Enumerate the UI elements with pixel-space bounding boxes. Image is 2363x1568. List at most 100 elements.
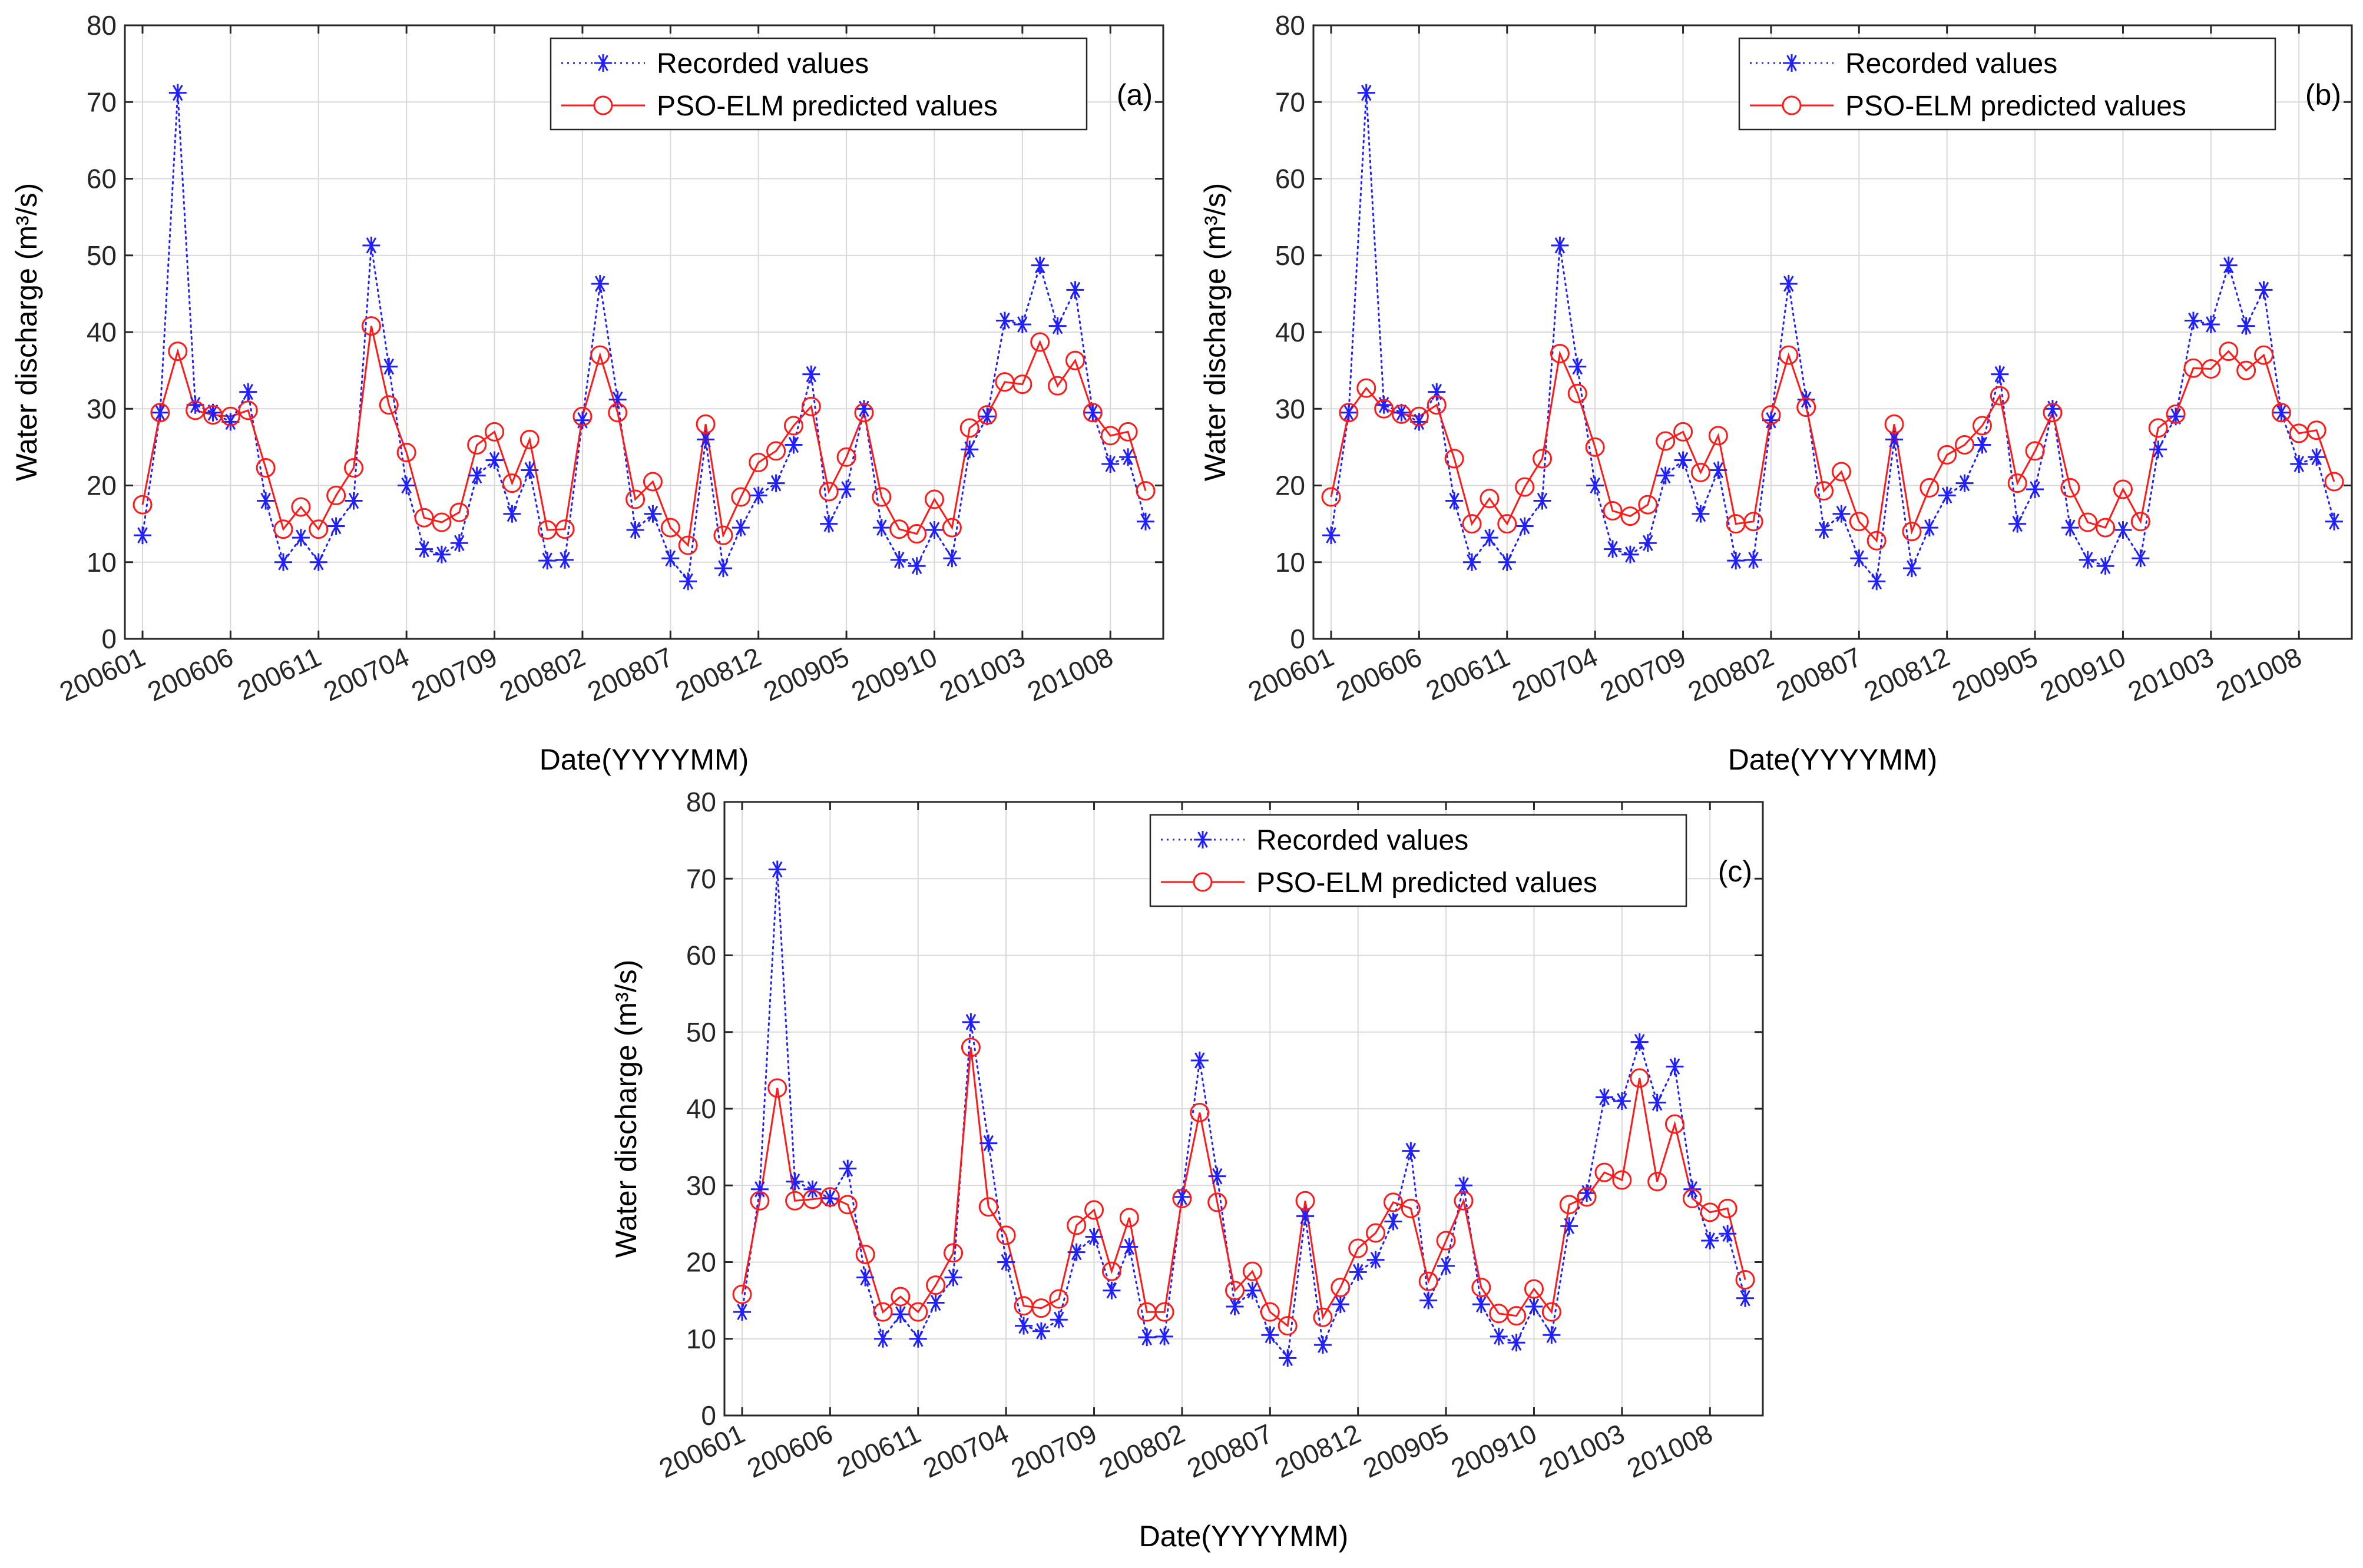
predicted-point bbox=[1031, 1298, 1051, 1318]
recorded-point bbox=[345, 492, 363, 510]
predicted-point bbox=[379, 395, 399, 415]
recorded-point bbox=[786, 1172, 804, 1191]
recorded-point bbox=[2008, 515, 2027, 533]
predicted-point bbox=[344, 458, 364, 478]
recorded-point bbox=[292, 529, 310, 547]
recorded-point bbox=[767, 474, 785, 492]
x-tick-label: 201003 bbox=[1534, 1418, 1629, 1484]
recorded-point bbox=[943, 549, 961, 568]
recorded-point bbox=[2202, 315, 2220, 333]
y-tick-label: 40 bbox=[1275, 317, 1305, 347]
y-tick-label: 70 bbox=[1275, 87, 1305, 117]
recorded-point bbox=[1066, 281, 1084, 299]
predicted-point bbox=[1990, 386, 2010, 406]
recorded-point bbox=[733, 1303, 751, 1321]
predicted-point bbox=[2306, 420, 2326, 440]
predicted-point bbox=[961, 1037, 981, 1058]
recorded-point bbox=[2325, 512, 2343, 531]
recorded-point bbox=[1543, 1326, 1561, 1344]
y-tick-label: 60 bbox=[87, 164, 117, 194]
x-tick-label: 200709 bbox=[1007, 1418, 1101, 1484]
predicted-point bbox=[1049, 1289, 1069, 1309]
recorded-point bbox=[1938, 486, 1956, 505]
predicted-point bbox=[959, 418, 979, 438]
recorded-point bbox=[398, 476, 416, 495]
x-tick-label: 200704 bbox=[1507, 641, 1602, 707]
predicted-point bbox=[1313, 1307, 1333, 1327]
recorded-point bbox=[2308, 448, 2326, 466]
predicted-point bbox=[608, 403, 628, 423]
recorded-point bbox=[1463, 553, 1481, 571]
y-tick-label: 70 bbox=[87, 87, 117, 117]
recorded-point bbox=[1366, 1251, 1385, 1269]
y-tick-label: 50 bbox=[1275, 240, 1305, 271]
predicted-point bbox=[836, 447, 856, 467]
legend-predicted-marker bbox=[1782, 95, 1802, 115]
x-tick-label: 200905 bbox=[759, 641, 853, 707]
recorded-point bbox=[944, 1268, 962, 1287]
predicted-point bbox=[590, 345, 610, 365]
recorded-point bbox=[856, 1268, 875, 1287]
x-tick-label: 200812 bbox=[1270, 1418, 1365, 1484]
recorded-point bbox=[2255, 281, 2273, 299]
recorded-point bbox=[1973, 436, 1991, 454]
predicted-point bbox=[838, 1195, 858, 1215]
predicted-point bbox=[1585, 437, 1605, 457]
legend-box bbox=[1149, 814, 1687, 907]
recorded-point bbox=[803, 1180, 822, 1198]
predicted-point bbox=[944, 1243, 964, 1263]
predicted-point bbox=[907, 524, 927, 544]
predicted-point bbox=[996, 1225, 1016, 1245]
predicted-point bbox=[1955, 435, 1975, 455]
recorded-point bbox=[979, 1134, 998, 1152]
recorded-point bbox=[239, 383, 257, 401]
recorded-point bbox=[1156, 1327, 1174, 1345]
predicted-point bbox=[2166, 404, 2186, 424]
legend: Recorded values PSO-ELM predicted values bbox=[550, 37, 1088, 131]
predicted-point bbox=[1567, 383, 1587, 403]
recorded-point bbox=[909, 1330, 927, 1348]
recorded-point bbox=[925, 521, 944, 539]
predicted-point bbox=[1321, 487, 1341, 507]
recorded-point bbox=[1015, 1317, 1033, 1335]
recorded-point bbox=[1084, 403, 1102, 422]
recorded-point bbox=[1032, 1322, 1050, 1340]
recorded-point bbox=[1322, 526, 1340, 545]
predicted-point bbox=[1454, 1191, 1474, 1211]
predicted-point bbox=[750, 1191, 770, 1211]
recorded-point bbox=[1031, 256, 1049, 274]
x-tick-label: 200704 bbox=[319, 641, 413, 707]
legend-predicted-label: PSO-ELM predicted values bbox=[1845, 91, 2186, 122]
recorded-point bbox=[1261, 1326, 1279, 1344]
x-tick-label: 200611 bbox=[233, 641, 326, 707]
predicted-point bbox=[2236, 360, 2256, 380]
x-tick-label: 200812 bbox=[1859, 641, 1954, 707]
predicted-point bbox=[1849, 512, 1869, 532]
x-tick-label: 201003 bbox=[2123, 641, 2218, 707]
recorded-point bbox=[1630, 1033, 1649, 1051]
predicted-point bbox=[1083, 403, 1103, 423]
predicted-point bbox=[1708, 426, 1728, 446]
predicted-series-line bbox=[1330, 350, 2335, 543]
recorded-point bbox=[2026, 480, 2044, 499]
predicted-point bbox=[713, 525, 733, 545]
recorded-point bbox=[750, 1180, 769, 1198]
y-tick-label: 80 bbox=[686, 787, 716, 817]
predicted-point bbox=[1682, 1188, 1702, 1208]
recorded-point bbox=[1331, 1295, 1349, 1314]
recorded-point bbox=[962, 1013, 980, 1031]
y-tick-label: 20 bbox=[686, 1247, 716, 1278]
predicted-point bbox=[1154, 1302, 1174, 1322]
predicted-point bbox=[2096, 518, 2116, 538]
predicted-point bbox=[238, 400, 258, 420]
recorded-point bbox=[257, 492, 275, 510]
predicted-point bbox=[891, 1287, 911, 1307]
x-tick-label: 200802 bbox=[495, 641, 590, 707]
recorded-point bbox=[2149, 440, 2167, 459]
recorded-point bbox=[1339, 403, 1358, 422]
predicted-point bbox=[256, 458, 276, 478]
predicted-point bbox=[432, 512, 452, 532]
x-axis-label: Date(YYYYMM) bbox=[540, 743, 749, 776]
legend-box bbox=[1738, 37, 2276, 131]
recorded-point bbox=[679, 572, 697, 591]
